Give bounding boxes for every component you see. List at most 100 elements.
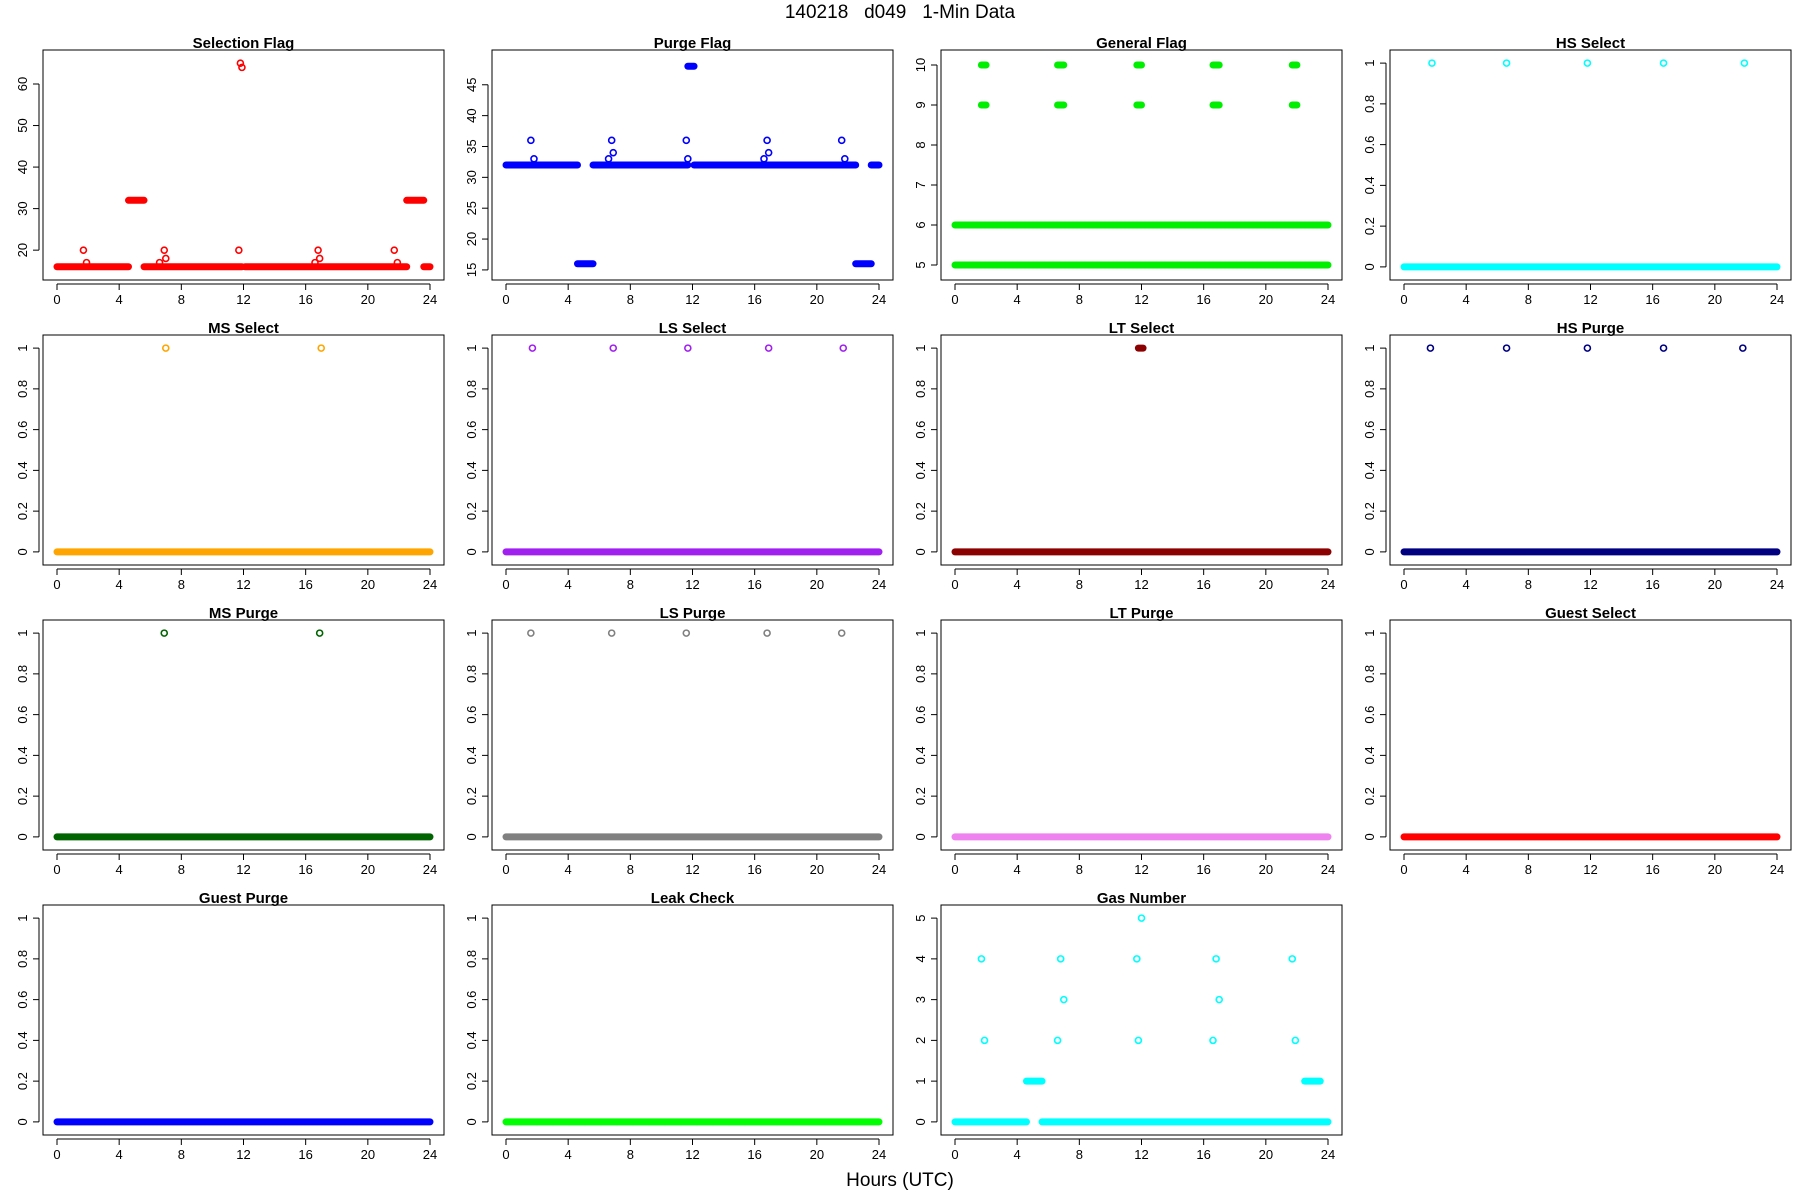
data-point	[1502, 59, 1511, 67]
y-tick-label: 35	[464, 139, 479, 153]
x-tick-label: 20	[1259, 577, 1273, 592]
panel-title: LS Select	[659, 320, 727, 337]
x-tick-label: 16	[747, 862, 761, 877]
panel-2: General Flag 0 4 8 12 16 20 24 5 6 7 8 9 10	[913, 35, 1343, 307]
data-point	[1583, 59, 1592, 67]
data-point	[977, 955, 986, 963]
x-tick-label: 0	[53, 577, 60, 592]
x-tick-label: 12	[236, 292, 250, 307]
x-tick-label: 0	[1400, 577, 1407, 592]
y-tick-label: 0.6	[913, 421, 928, 439]
x-tick-label: 0	[1400, 862, 1407, 877]
x-tick-label: 4	[1463, 292, 1470, 307]
y-tick-label: 0	[15, 833, 30, 840]
y-tick-label: 0.2	[464, 1072, 479, 1090]
y-tick-label: 0.2	[464, 787, 479, 805]
panel-8: MS Purge 0 4 8 12 16 20 24 0 0.2 0.4 0.6 0.8 1	[15, 605, 445, 877]
y-tick-label: 8	[913, 141, 928, 148]
y-tick-label: 0.4	[15, 461, 30, 479]
y-tick-label: 0	[913, 833, 928, 840]
y-tick-label: 0.4	[1362, 176, 1377, 194]
x-tick-label: 12	[236, 577, 250, 592]
y-tick-label: 0.2	[1362, 217, 1377, 235]
y-tick-label: 0.8	[1362, 380, 1377, 398]
x-tick-label: 16	[298, 1147, 312, 1162]
x-tick-label: 12	[1583, 577, 1597, 592]
x-tick-label: 20	[810, 292, 824, 307]
data-point	[390, 246, 399, 254]
x-tick-label: 16	[747, 1147, 761, 1162]
y-tick-label: 1	[464, 914, 479, 921]
y-tick-label: 1	[15, 629, 30, 636]
y-tick-label: 0	[464, 548, 479, 555]
x-tick-label: 8	[178, 292, 185, 307]
x-tick-label: 8	[1076, 577, 1083, 592]
x-tick-label: 24	[1770, 862, 1784, 877]
data-point	[1288, 955, 1297, 963]
panel-frame	[42, 904, 445, 1136]
data-point	[1137, 914, 1146, 922]
y-tick-label: 1	[1362, 629, 1377, 636]
data-point	[161, 254, 170, 263]
x-tick-label: 12	[685, 577, 699, 592]
x-tick-label: 12	[1134, 292, 1148, 307]
y-tick-label: 0.6	[15, 706, 30, 724]
x-tick-label: 20	[810, 862, 824, 877]
y-tick-label: 15	[464, 263, 479, 277]
data-point	[1134, 1036, 1143, 1045]
x-tick-label: 12	[685, 292, 699, 307]
panel-title: Guest Purge	[199, 890, 288, 907]
panel-3: HS Select 0 4 8 12 16 20 24 0 0.2 0.4 0.6 0.8 1	[1362, 35, 1792, 307]
data-point	[82, 258, 91, 267]
panel-frame	[1389, 334, 1792, 566]
data-point	[682, 136, 691, 145]
y-tick-label: 0.4	[15, 746, 30, 764]
x-tick-label: 0	[53, 862, 60, 877]
y-tick-label: 0.8	[15, 665, 30, 683]
panel-frame	[491, 619, 894, 851]
y-tick-label: 0.8	[15, 380, 30, 398]
x-tick-label: 20	[1708, 292, 1722, 307]
x-tick-label: 8	[1525, 292, 1532, 307]
y-tick-label: 0.8	[464, 950, 479, 968]
y-tick-label: 0.8	[464, 380, 479, 398]
y-tick-label: 1	[913, 344, 928, 351]
x-tick-label: 4	[1014, 862, 1021, 877]
data-point	[160, 629, 169, 637]
data-point	[607, 629, 616, 637]
y-tick-label: 0.4	[1362, 461, 1377, 479]
x-tick-label: 16	[1196, 577, 1210, 592]
data-point	[841, 155, 849, 163]
x-tick-label: 0	[502, 1147, 509, 1162]
x-tick-label: 16	[298, 862, 312, 877]
panel-title: General Flag	[1096, 35, 1187, 52]
x-tick-label: 24	[1321, 1147, 1335, 1162]
x-tick-label: 12	[1583, 292, 1597, 307]
x-tick-label: 16	[1196, 862, 1210, 877]
y-tick-label: 5	[913, 261, 928, 268]
x-tick-label: 8	[178, 1147, 185, 1162]
data-point	[1056, 955, 1065, 963]
y-tick-label: 0.4	[913, 461, 928, 479]
data-point	[161, 344, 170, 352]
data-point	[604, 155, 613, 163]
x-tick-label: 16	[1645, 577, 1659, 592]
x-tick-label: 4	[116, 1147, 123, 1162]
data-point	[1215, 995, 1224, 1004]
x-tick-label: 20	[361, 577, 375, 592]
x-tick-label: 24	[423, 862, 437, 877]
y-tick-label: 0	[1362, 833, 1377, 840]
data-point	[315, 254, 324, 263]
data-point	[763, 136, 771, 145]
data-point	[837, 136, 846, 145]
data-point	[1659, 344, 1668, 352]
y-tick-label: 0.4	[464, 461, 479, 479]
x-tick-label: 24	[872, 862, 886, 877]
y-tick-label: 0.4	[464, 746, 479, 764]
panel-frame	[42, 49, 445, 281]
y-tick-label: 20	[15, 243, 30, 257]
x-tick-label: 24	[423, 292, 437, 307]
x-tick-label: 16	[298, 577, 312, 592]
y-tick-label: 0.2	[1362, 502, 1377, 520]
